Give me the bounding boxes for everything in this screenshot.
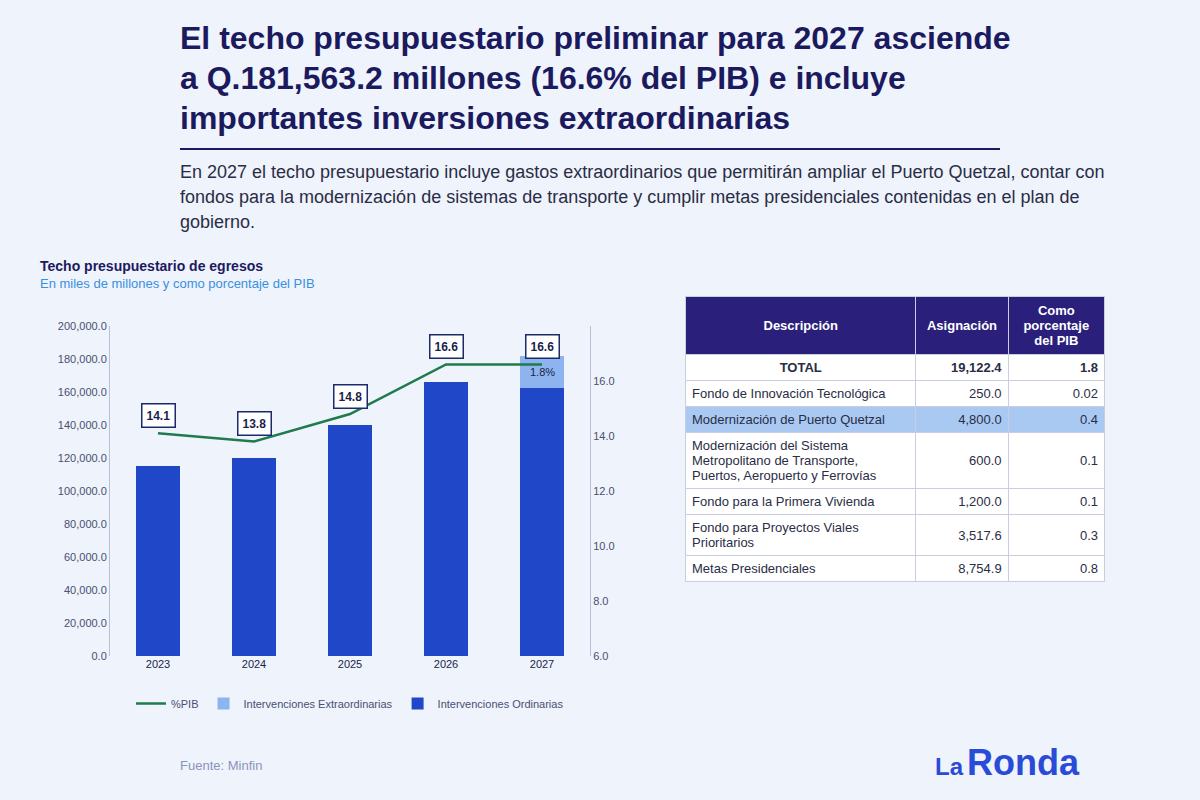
html-text:En miles de millones y como po: En miles de millones y como porcentaje d… xyxy=(40,276,315,291)
svg-text:180,000.0: 180,000.0 xyxy=(58,353,107,365)
html-text:Metas Presidenciales: Metas Presidenciales xyxy=(692,561,816,576)
svg-text:Intervenciones Ordinarias: Intervenciones Ordinarias xyxy=(438,698,564,710)
svg-text:14.8: 14.8 xyxy=(339,390,363,404)
svg-text:200,000.0: 200,000.0 xyxy=(58,320,107,332)
html-text:0.1: 0.1 xyxy=(1079,453,1098,468)
svg-text:16.0: 16.0 xyxy=(593,375,614,387)
html-text:Como porcentaje del PIB: Como porcentaje del PIB xyxy=(1023,303,1090,348)
html-text:0.3: 0.3 xyxy=(1079,527,1098,543)
html-text:1.8: 1.8 xyxy=(1079,360,1098,375)
svg-text:2024: 2024 xyxy=(242,658,266,670)
svg-text:140,000.0: 140,000.0 xyxy=(58,419,107,431)
svg-text:14.0: 14.0 xyxy=(593,430,614,442)
svg-text:2027: 2027 xyxy=(530,658,554,670)
html-text:250.0: 250.0 xyxy=(969,386,1002,401)
svg-text:13.8: 13.8 xyxy=(243,417,267,431)
svg-text:160,000.0: 160,000.0 xyxy=(58,386,107,398)
svg-text:1.8%: 1.8% xyxy=(530,366,555,378)
html-text:1,200.0: 1,200.0 xyxy=(958,494,1002,509)
svg-text:2025: 2025 xyxy=(338,658,362,670)
svg-text:120,000.0: 120,000.0 xyxy=(58,452,107,464)
svg-text:12.0: 12.0 xyxy=(593,485,614,497)
html-text:0.1: 0.1 xyxy=(1079,494,1098,509)
svg-text:16.6: 16.6 xyxy=(435,340,459,354)
html-text:0.02: 0.02 xyxy=(1072,386,1098,401)
html-text:4,800.0: 4,800.0 xyxy=(958,412,1002,427)
svg-text:16.6: 16.6 xyxy=(531,340,555,354)
svg-text:10.0: 10.0 xyxy=(593,540,614,552)
html-text:Asignación: Asignación xyxy=(927,318,998,333)
html-text:Fondo para la Primera Vivienda: Fondo para la Primera Vivienda xyxy=(692,494,875,509)
html-text:Fondo de Innovación Tecnológic: Fondo de Innovación Tecnológica xyxy=(692,386,886,401)
html-text:3,517.6: 3,517.6 xyxy=(958,527,1002,543)
html-text:LaRonda: LaRonda xyxy=(935,742,1079,783)
svg-text:2023: 2023 xyxy=(146,658,170,670)
html-text:0.4: 0.4 xyxy=(1079,412,1098,427)
svg-text:%PIB: %PIB xyxy=(171,698,199,710)
svg-text:Intervenciones Extraordinarias: Intervenciones Extraordinarias xyxy=(244,698,393,710)
html-text:Descripción: Descripción xyxy=(763,318,838,333)
svg-text:6.0: 6.0 xyxy=(593,650,608,662)
html-text:600.0: 600.0 xyxy=(969,453,1002,468)
svg-text:8.0: 8.0 xyxy=(593,595,608,607)
svg-text:14.1: 14.1 xyxy=(147,409,171,423)
html-text:Techo presupuestario de egreso: Techo presupuestario de egresos xyxy=(40,258,263,274)
html-text:0.8: 0.8 xyxy=(1079,561,1098,576)
svg-text:40,000.0: 40,000.0 xyxy=(64,584,107,596)
svg-text:0.0: 0.0 xyxy=(92,650,107,662)
html-text:TOTAL: TOTAL xyxy=(779,360,822,375)
html-text:Modernización de Puerto Quetza: Modernización de Puerto Quetzal xyxy=(692,412,885,427)
svg-text:20,000.0: 20,000.0 xyxy=(64,617,107,629)
html-text:Fuente: Minfin: Fuente: Minfin xyxy=(180,758,263,773)
html-text:En 2027 el techo presupuestari: En 2027 el techo presupuestario incluye … xyxy=(180,162,1105,232)
html-text:Fondo para Proyectos Viales Pr: Fondo para Proyectos Viales Prioritarios xyxy=(692,520,859,550)
svg-text:2026: 2026 xyxy=(434,658,458,670)
svg-text:100,000.0: 100,000.0 xyxy=(58,485,107,497)
html-text:8,754.9: 8,754.9 xyxy=(958,561,1002,576)
svg-text:60,000.0: 60,000.0 xyxy=(64,551,107,563)
html-text:Modernización del Sistema Metr: Modernización del Sistema Metropolitano … xyxy=(692,438,877,483)
html-text:19,122.4: 19,122.4 xyxy=(951,360,1002,375)
svg-text:80,000.0: 80,000.0 xyxy=(64,518,107,530)
html-text:El techo presupuestario prelim: El techo presupuestario preliminar para … xyxy=(180,20,1011,136)
